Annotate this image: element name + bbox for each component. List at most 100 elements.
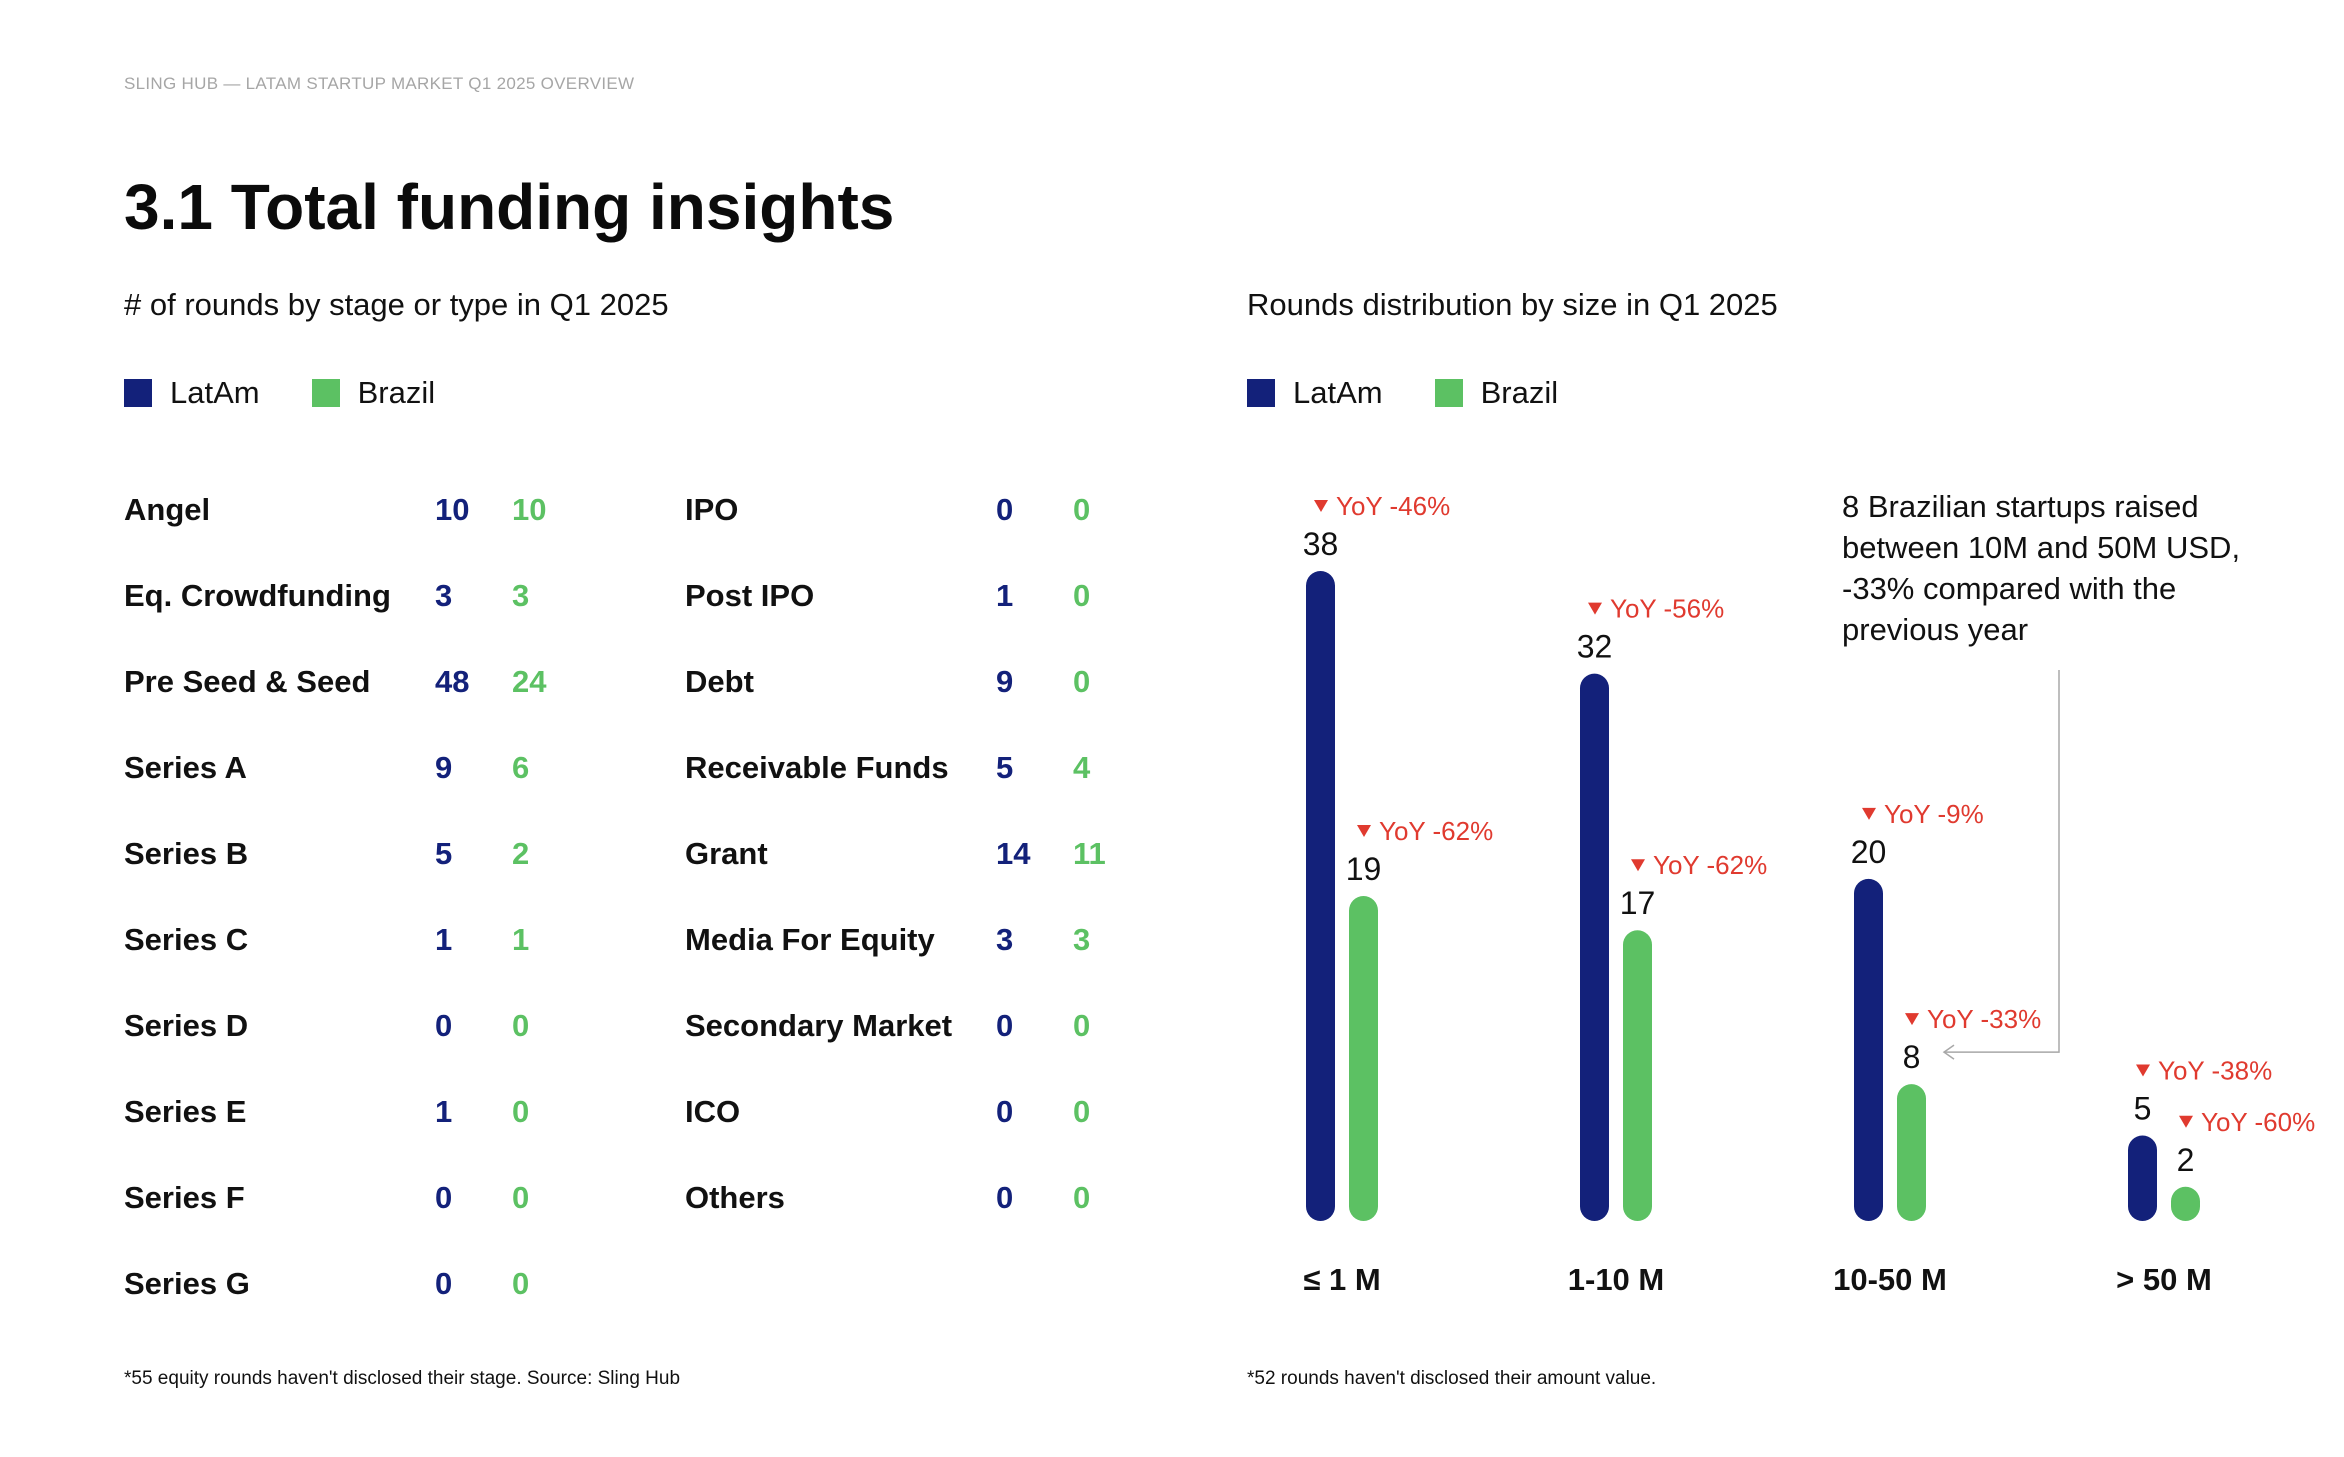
brazil-bar: [1897, 1084, 1926, 1221]
stage-label: Grant: [685, 836, 768, 871]
bar-value-label: 20: [1851, 834, 1887, 870]
legend-item-latam: LatAm: [124, 375, 260, 411]
stage-row: IPO 0 0: [685, 485, 1145, 535]
yoy-change-label: YoY -62%: [1653, 850, 1767, 880]
latam-count: 5: [996, 750, 1014, 785]
latam-count: 0: [996, 492, 1014, 527]
stage-row: Media For Equity 3 3: [685, 915, 1145, 965]
latam-count: 48: [435, 664, 470, 699]
brazil-count: 0: [512, 1008, 530, 1043]
stage-label: Others: [685, 1180, 785, 1215]
latam-bar: [1854, 878, 1883, 1221]
page-title: 3.1 Total funding insights: [124, 171, 895, 243]
left-legend: LatAm Brazil: [124, 375, 487, 411]
bar-value-label: 19: [1346, 851, 1382, 887]
legend-label-brazil: Brazil: [357, 375, 436, 410]
left-footnote: *55 equity rounds haven't disclosed thei…: [124, 1368, 681, 1389]
stage-label: Angel: [124, 492, 211, 527]
down-triangle-icon: [2179, 1115, 2193, 1128]
latam-count: 14: [996, 836, 1031, 871]
bar-value-label: 2: [2177, 1142, 2195, 1178]
down-triangle-icon: [2136, 1064, 2150, 1077]
stage-row: Series F 0 0: [124, 1173, 584, 1223]
stage-label: Series F: [124, 1180, 245, 1215]
chart-annotation: 8 Brazilian startups raised between 10M …: [1842, 489, 2241, 647]
latam-count: 1: [996, 578, 1014, 613]
brazil-count: 2: [512, 836, 530, 871]
latam-count: 3: [996, 922, 1014, 957]
down-triangle-icon: [1588, 602, 1602, 615]
latam-count: 0: [996, 1094, 1014, 1129]
brazil-count: 0: [512, 1180, 530, 1215]
brazil-count: 1: [512, 922, 530, 957]
latam-count: 0: [996, 1180, 1014, 1215]
latam-count: 0: [435, 1180, 453, 1215]
yoy-change-label: YoY -46%: [1336, 491, 1450, 521]
latam-count: 9: [996, 664, 1014, 699]
stage-label: Post IPO: [685, 578, 815, 613]
bar-value-label: 5: [2134, 1090, 2152, 1126]
bar-value-label: 38: [1303, 526, 1339, 562]
right-footnote: *52 rounds haven't disclosed their amoun…: [1247, 1368, 1657, 1389]
stage-row: Angel 10 10: [124, 485, 584, 535]
latam-swatch: [124, 379, 152, 407]
yoy-change-label: YoY -56%: [1610, 594, 1724, 624]
category-label: 1-10 M: [1568, 1262, 1664, 1297]
brazil-count: 3: [1073, 922, 1091, 957]
latam-count: 5: [435, 836, 453, 871]
brazil-count: 0: [512, 1266, 530, 1301]
brazil-bar: [2171, 1186, 2200, 1221]
brazil-count: 11: [1073, 836, 1106, 871]
brazil-count: 0: [1073, 1180, 1091, 1215]
latam-count: 9: [435, 750, 453, 785]
brazil-count: 0: [1073, 578, 1091, 613]
latam-count: 0: [435, 1008, 453, 1043]
stage-label: Secondary Market: [685, 1008, 953, 1043]
yoy-change-label: YoY -60%: [2201, 1107, 2315, 1137]
brazil-count: 24: [512, 664, 547, 699]
stage-row: Grant 14 11: [685, 829, 1145, 879]
down-triangle-icon: [1905, 1013, 1919, 1026]
stage-label: Series C: [124, 922, 249, 957]
report-header: SLING HUB — LATAM STARTUP MARKET Q1 2025…: [124, 74, 635, 93]
brazil-bar: [1349, 896, 1378, 1221]
stage-row: Eq. Crowdfunding 3 3: [124, 571, 584, 621]
stage-row: ICO 0 0: [685, 1087, 1145, 1137]
yoy-change-label: YoY -62%: [1379, 816, 1493, 846]
brazil-swatch: [311, 379, 340, 407]
stage-row: Secondary Market 0 0: [685, 1001, 1145, 1051]
right-legend: LatAm Brazil: [1247, 375, 1610, 411]
brazil-count: 3: [512, 578, 530, 613]
stage-label: IPO: [685, 492, 739, 527]
brazil-count: 10: [512, 492, 547, 527]
brazil-bar: [1623, 930, 1652, 1221]
stage-label: Series E: [124, 1094, 247, 1129]
bar-value-label: 8: [1903, 1039, 1921, 1075]
latam-swatch: [1247, 379, 1275, 407]
brazil-count: 0: [1073, 1094, 1091, 1129]
stage-row: Debt 9 0: [685, 657, 1145, 707]
stage-label: Series B: [124, 836, 249, 871]
legend-label-latam: LatAm: [1293, 375, 1383, 410]
left-chart-subtitle: # of rounds by stage or type in Q1 2025: [124, 287, 669, 322]
legend-item-latam: LatAm: [1247, 375, 1383, 411]
yoy-change-label: YoY -33%: [1927, 1004, 2041, 1034]
arrow-left-icon: [1942, 1044, 1955, 1060]
annotation-connector: [1944, 670, 2060, 1053]
stage-row: Series D 0 0: [124, 1001, 584, 1051]
latam-count: 10: [435, 492, 470, 527]
latam-count: 3: [435, 578, 453, 613]
brazil-count: 0: [1073, 492, 1091, 527]
latam-count: 0: [996, 1008, 1014, 1043]
stage-label: Series G: [124, 1266, 250, 1301]
stage-row: Post IPO 1 0: [685, 571, 1145, 621]
down-triangle-icon: [1862, 807, 1876, 820]
stage-label: Eq. Crowdfunding: [124, 578, 391, 613]
brazil-count: 6: [512, 750, 530, 785]
stage-label: Media For Equity: [685, 922, 935, 957]
stage-row: Others 0 0: [685, 1173, 1145, 1223]
yoy-change-label: YoY -38%: [2158, 1055, 2272, 1085]
stage-label: Series A: [124, 750, 247, 785]
stage-label: Receivable Funds: [685, 750, 949, 785]
